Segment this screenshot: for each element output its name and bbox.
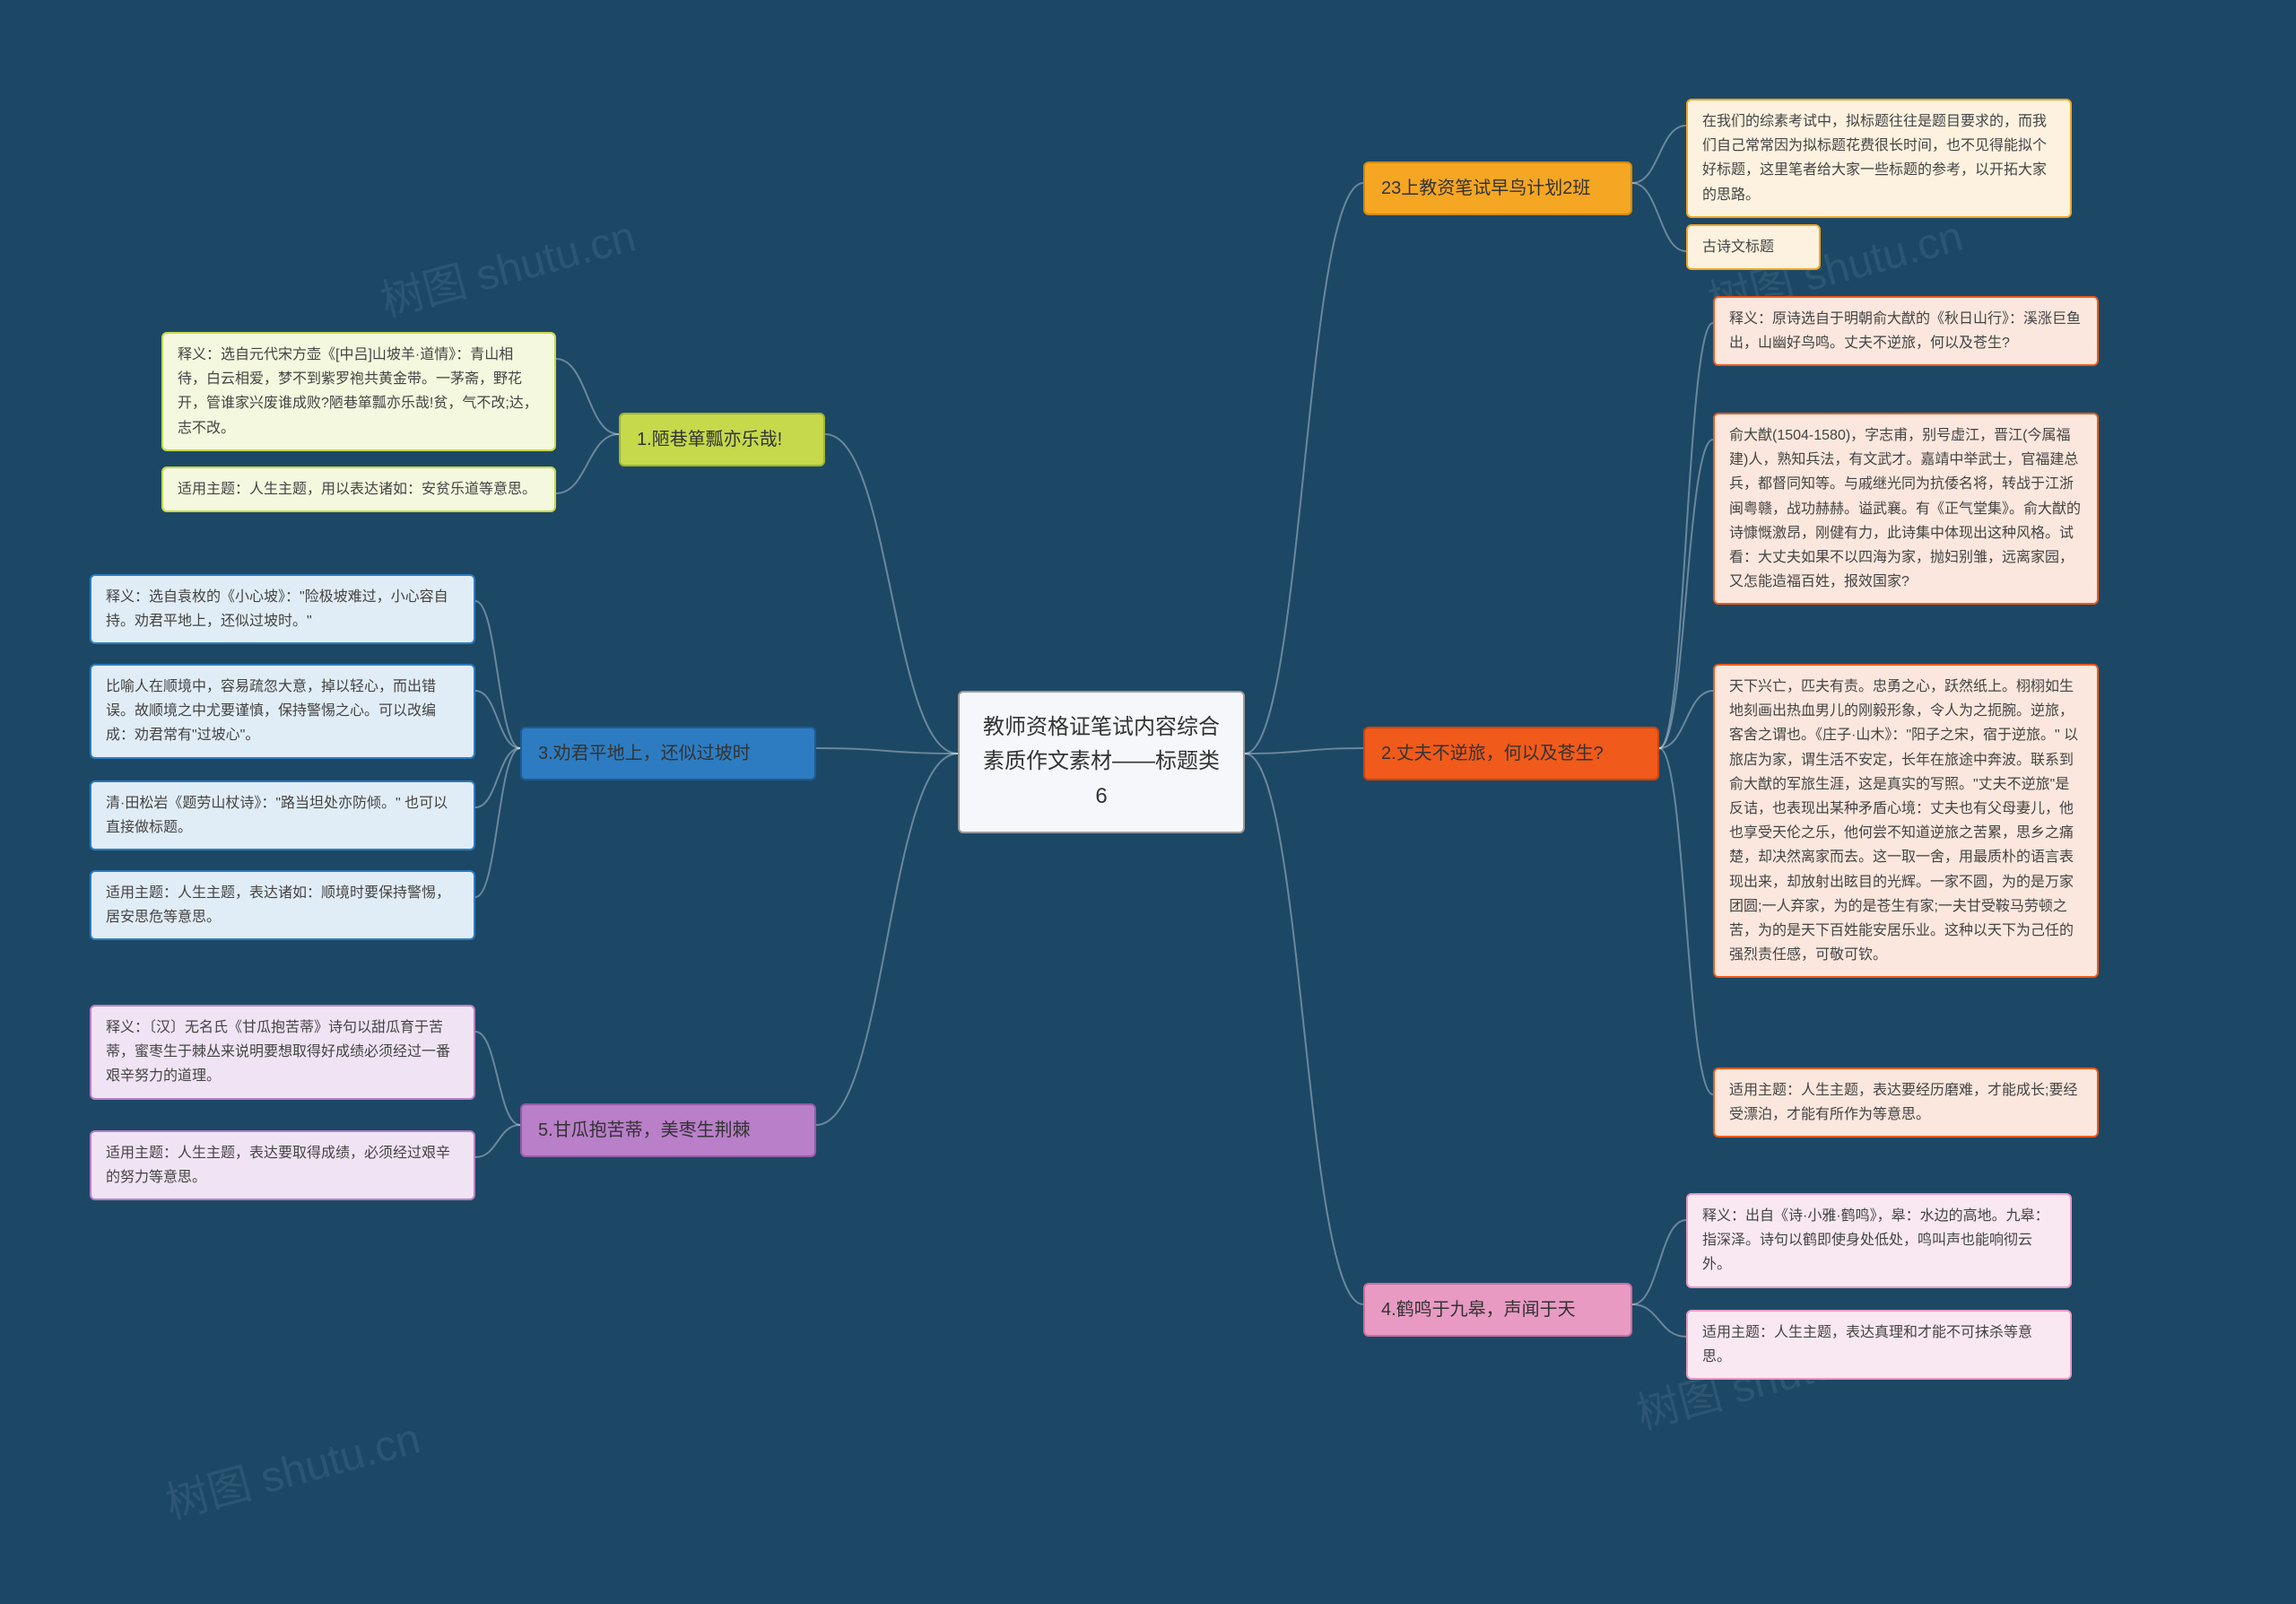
watermark: 树图 shutu.cn xyxy=(158,1403,426,1531)
branch-b2: 2.丈夫不逆旅，何以及苍生? xyxy=(1363,727,1659,780)
branch-b5: 5.甘瓜抱苦蒂，美枣生荆棘 xyxy=(520,1103,816,1157)
leaf-b3-0: 释义：选自袁枚的《小心坡》："险极坡难过，小心容自持。劝君平地上，还似过坡时。" xyxy=(90,574,475,644)
branch-b3: 3.劝君平地上，还似过坡时 xyxy=(520,727,816,780)
branch-b1: 1.陋巷箪瓢亦乐哉! xyxy=(619,413,825,466)
leaf-b4-1: 适用主题：人生主题，表达真理和才能不可抹杀等意思。 xyxy=(1686,1310,2072,1380)
branch-b4: 4.鹤鸣于九皋，声闻于天 xyxy=(1363,1283,1632,1337)
leaf-b4-0: 释义：出自《诗·小雅·鹤鸣》，皋：水边的高地。九皋：指深泽。诗句以鹤即使身处低处… xyxy=(1686,1193,2072,1288)
leaf-b2-3: 适用主题：人生主题，表达要经历磨难，才能成长;要经受漂泊，才能有所作为等意思。 xyxy=(1713,1068,2099,1138)
leaf-b2-0: 释义：原诗选自于明朝俞大猷的《秋日山行》：溪涨巨鱼出，山幽好鸟鸣。丈夫不逆旅，何… xyxy=(1713,296,2099,366)
leaf-b5-1: 适用主题：人生主题，表达要取得成绩，必须经过艰辛的努力等意思。 xyxy=(90,1130,475,1200)
watermark: 树图 shutu.cn xyxy=(373,201,641,329)
leaf-b2-1: 俞大猷(1504-1580)，字志甫，别号虚江，晋江(今属福建)人，熟知兵法，有… xyxy=(1713,413,2099,605)
center-node: 教师资格证笔试内容综合素质作文素材——标题类6 xyxy=(958,691,1245,833)
leaf-b3-3: 适用主题：人生主题，表达诸如：顺境时要保持警惕，居安思危等意思。 xyxy=(90,870,475,940)
leaf-b3-2: 清·田松岩《题劳山杖诗》："路当坦处亦防倾。" 也可以直接做标题。 xyxy=(90,780,475,850)
branch-b23: 23上教资笔试早鸟计划2班 xyxy=(1363,161,1632,215)
leaf-b3-1: 比喻人在顺境中，容易疏忽大意，掉以轻心，而出错误。故顺境之中尤要谨慎，保持警惕之… xyxy=(90,664,475,759)
leaf-b5-0: 释义：〔汉〕无名氏《甘瓜抱苦蒂》诗句以甜瓜育于苦蒂，蜜枣生于棘丛来说明要想取得好… xyxy=(90,1005,475,1100)
leaf-b23-0: 在我们的综素考试中，拟标题往往是题目要求的，而我们自己常常因为拟标题花费很长时间… xyxy=(1686,99,2072,218)
leaf-b1-0: 释义：选自元代宋方壶《[中吕]山坡羊·道情》：青山相待，白云相爱，梦不到紫罗袍共… xyxy=(161,332,556,451)
center-text: 教师资格证笔试内容综合素质作文素材——标题类6 xyxy=(983,715,1220,808)
leaf-b23-1: 古诗文标题 xyxy=(1686,224,1821,270)
leaf-b1-1: 适用主题：人生主题，用以表达诸如：安贫乐道等意思。 xyxy=(161,466,556,512)
leaf-b2-2: 天下兴亡，匹夫有责。忠勇之心，跃然纸上。栩栩如生地刻画出热血男儿的刚毅形象，令人… xyxy=(1713,664,2099,978)
